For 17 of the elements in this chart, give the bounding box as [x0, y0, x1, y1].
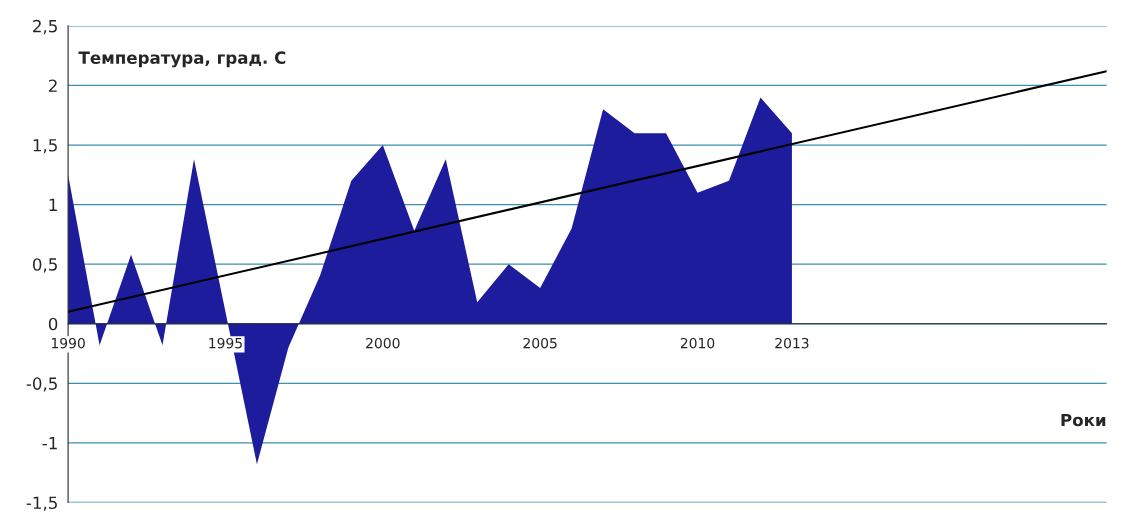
- y-tick-label: 0,5: [32, 258, 57, 273]
- y-tick-label: -0,5: [26, 377, 57, 392]
- y-tick-label: 0: [48, 317, 58, 331]
- x-tick-label: 2005: [523, 337, 557, 349]
- y-tick-label: 1: [49, 198, 57, 211]
- x-tick-label: 2013: [775, 337, 809, 349]
- y-axis-title: Температура, град. С: [78, 51, 286, 68]
- y-tick-label: 2: [48, 79, 57, 92]
- y-tick-label: -1: [42, 437, 57, 450]
- y-tick-label: 1,5: [33, 139, 57, 154]
- x-axis-title: Роки: [1061, 413, 1106, 427]
- x-tick-label: 1990: [51, 337, 85, 349]
- x-tick-label: 2010: [680, 337, 715, 349]
- x-tick-label: 2000: [366, 337, 400, 349]
- x-tick-label: 1995: [209, 337, 242, 349]
- y-tick-label: 2,5: [33, 19, 57, 35]
- y-tick-label: -1,5: [26, 496, 57, 511]
